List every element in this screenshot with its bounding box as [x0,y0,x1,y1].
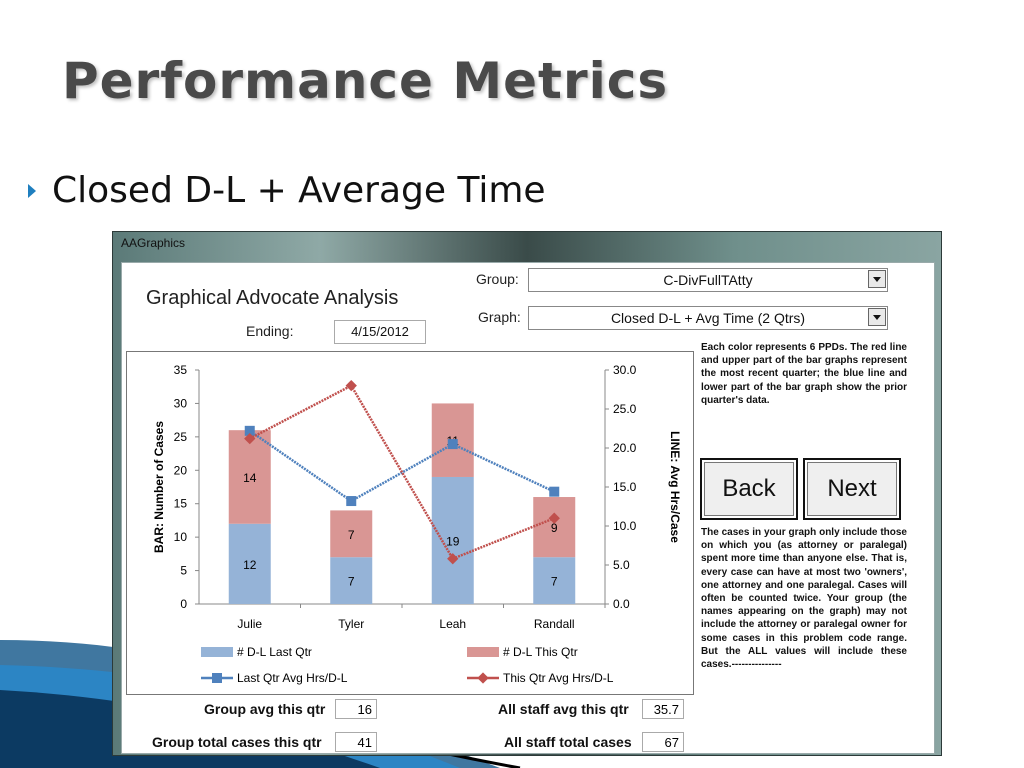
y-tick-label: 10 [174,530,188,544]
window-title: AAGraphics [121,236,186,250]
y-axis-title: BAR: Number of Cases [152,421,166,553]
x-tick-label: Tyler [338,617,364,631]
legend-label: # D-L Last Qtr [237,645,312,659]
y2-tick-label: 30.0 [613,363,637,377]
this-qtr-avg-point [345,379,357,392]
analysis-form: Graphical Advocate Analysis Ending: 4/15… [121,262,935,754]
bar-last-qtr [330,557,373,604]
bar-label-last-qtr: 7 [551,575,558,589]
legend-swatch-this-qtr-bar [467,647,499,657]
bullet-arrow-icon [28,184,36,198]
bar-label-this-qtr: 9 [551,521,558,535]
y-tick-label: 20 [174,463,188,477]
y2-tick-label: 20.0 [613,441,637,455]
chart-panel: 0 5 10 15 20 25 30 35 0.0 5.0 10.0 15.0 20.0 25.0 30.0… [126,351,694,695]
x-tick-label: Julie [237,617,262,631]
app-window: AAGraphics Graphical Advocate Analysis E… [112,231,942,756]
y2-tick-label: 0.0 [613,597,630,611]
this-qtr-avg-point [244,432,256,445]
all-avg-field: 35.7 [642,699,684,719]
bar-last-qtr [228,523,271,604]
bar-this-qtr [533,497,576,558]
legend-label: # D-L This Qtr [503,645,578,659]
last-qtr-avg-line [249,429,555,503]
ending-date-field[interactable]: 4/15/2012 [334,320,426,344]
back-button[interactable]: Back [700,458,798,520]
legend-marker-this-qtr [477,672,489,684]
y2-tick-label: 25.0 [613,402,637,416]
slide-bullet: Closed D-L + Average Time [52,170,546,211]
cases-note: The cases in your graph only include tho… [701,527,907,671]
graph-select-value: Closed D-L + Avg Time (2 Qtrs) [610,310,806,326]
legend-label: Last Qtr Avg Hrs/D-L [237,671,348,685]
last-qtr-avg-point [549,486,560,497]
y2-tick-label: 10.0 [613,519,637,533]
legend-swatch-last-qtr-bar [201,647,233,657]
y-tick-label: 15 [174,497,188,511]
graph-select[interactable]: Closed D-L + Avg Time (2 Qtrs) [528,306,888,330]
legend-label: This Qtr Avg Hrs/D-L [503,671,614,685]
y-tick-label: 30 [174,396,188,410]
y2-axis-title: LINE: Avg Hrs/Case [668,431,682,543]
all-avg-label: All staff avg this qtr [498,701,629,717]
cases-chart: 0 5 10 15 20 25 30 35 0.0 5.0 10.0 15.0 20.0 25.0 30.0… [152,363,682,685]
bar-this-qtr [330,510,373,558]
y2-tick-label: 15.0 [613,480,637,494]
x-tick-label: Leah [439,617,466,631]
group-label: Group: [476,271,519,287]
bar-label-this-qtr: 14 [243,471,257,485]
y-tick-label: 25 [174,430,188,444]
legend-marker-last-qtr [212,673,222,683]
bar-label-this-qtr: 7 [348,528,355,542]
bar-last-qtr [431,476,474,604]
all-total-label: All staff total cases [504,734,632,750]
last-qtr-avg-point [447,439,458,450]
x-tick-label: Randall [534,617,575,631]
last-qtr-avg-point [244,425,255,436]
last-qtr-avg-point [346,496,357,507]
ending-label: Ending: [246,323,294,339]
bar-label-last-qtr: 19 [446,534,460,548]
chevron-down-icon[interactable] [868,270,886,288]
chevron-down-icon[interactable] [868,308,886,326]
y-tick-label: 35 [174,363,188,377]
form-heading: Graphical Advocate Analysis [146,287,399,309]
all-total-field: 67 [642,732,684,752]
y2-tick-label: 5.0 [613,558,630,572]
bar-label-last-qtr: 12 [243,558,257,572]
group-select[interactable]: C-DivFullTAtty [528,268,888,292]
group-select-value: C-DivFullTAtty [663,272,753,288]
bar-label-last-qtr: 7 [348,575,355,589]
next-button[interactable]: Next [803,458,901,520]
y-tick-label: 0 [180,597,187,611]
group-total-label: Group total cases this qtr [152,734,322,750]
graph-label: Graph: [478,309,521,325]
bar-last-qtr [533,557,576,604]
group-avg-field: 16 [335,699,377,719]
y-tick-label: 5 [180,564,187,578]
slide-title: Performance Metrics [62,52,669,110]
group-avg-label: Group avg this qtr [204,701,326,717]
bar-this-qtr [228,430,271,524]
this-qtr-avg-line [249,383,555,561]
group-total-field: 41 [335,732,377,752]
color-note: Each color represents 6 PPDs. The red li… [701,342,907,406]
